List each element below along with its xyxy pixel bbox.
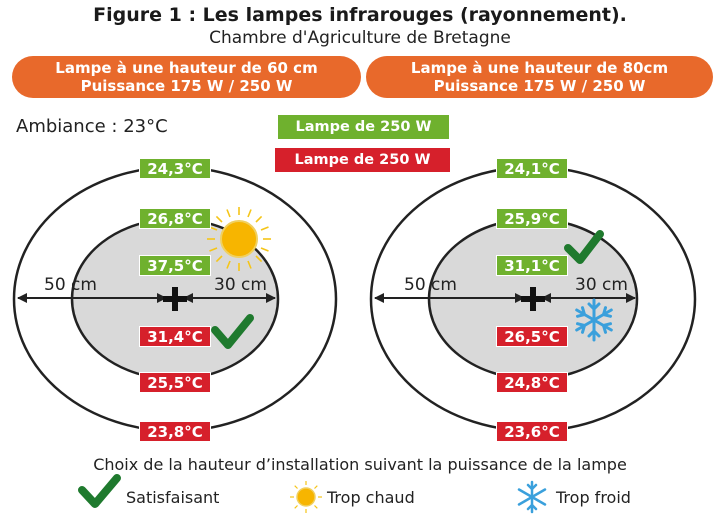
sun-icon xyxy=(290,481,322,513)
figure-caption: Choix de la hauteur d’installation suiva… xyxy=(93,455,627,474)
legend-trop-froid: Trop froid xyxy=(556,488,631,507)
temp-label: 37,5°C xyxy=(139,255,211,276)
figure-title: Figure 1 : Les lampes infrarouges (rayon… xyxy=(93,4,627,26)
snowflake-icon xyxy=(517,480,547,514)
temp-label: 26,5°C xyxy=(496,326,568,347)
temp-label: 26,8°C xyxy=(139,208,211,229)
temp-label: 24,8°C xyxy=(496,372,568,393)
snowflake-icon xyxy=(575,298,613,342)
temp-label: 23,6°C xyxy=(496,421,568,442)
sun-icon xyxy=(207,207,271,271)
temp-label: 24,3°C xyxy=(139,158,211,179)
figure-source: Chambre d'Agriculture de Bretagne xyxy=(209,28,511,48)
temp-label: 25,5°C xyxy=(139,372,211,393)
distance-inner-label: 30 cm xyxy=(575,275,628,295)
legend-trop-chaud: Trop chaud xyxy=(327,488,415,507)
temp-label: 31,1°C xyxy=(496,255,568,276)
distance-outer-label: 50 cm xyxy=(44,275,97,295)
temp-label: 24,1°C xyxy=(496,158,568,179)
legend-satisfaisant: Satisfaisant xyxy=(126,488,220,507)
temp-label: 31,4°C xyxy=(139,326,211,347)
ambiance-label: Ambiance : 23°C xyxy=(16,116,168,137)
banner-60cm-line2: Puissance 175 W / 250 W xyxy=(80,77,293,95)
check-icon xyxy=(78,474,121,508)
temp-label: 23,8°C xyxy=(139,421,211,442)
legend-red-power: Lampe de 250 W xyxy=(275,148,450,172)
lamp-center-left xyxy=(163,287,187,311)
distance-inner-label: 30 cm xyxy=(214,275,267,295)
banner-80cm-line1: Lampe à une hauteur de 80cm xyxy=(410,59,669,77)
banner-60cm: Lampe à une hauteur de 60 cm Puissance 1… xyxy=(12,56,361,98)
check-icon xyxy=(211,314,254,349)
distance-outer-label: 50 cm xyxy=(404,275,457,295)
temp-label: 25,9°C xyxy=(496,208,568,229)
banner-80cm-line2: Puissance 175 W / 250 W xyxy=(433,77,646,95)
lamp-center-right xyxy=(521,287,545,311)
banner-80cm: Lampe à une hauteur de 80cm Puissance 17… xyxy=(366,56,713,98)
banner-60cm-line1: Lampe à une hauteur de 60 cm xyxy=(55,59,318,77)
check-icon xyxy=(564,230,604,264)
legend-green-power: Lampe de 250 W xyxy=(278,115,449,139)
